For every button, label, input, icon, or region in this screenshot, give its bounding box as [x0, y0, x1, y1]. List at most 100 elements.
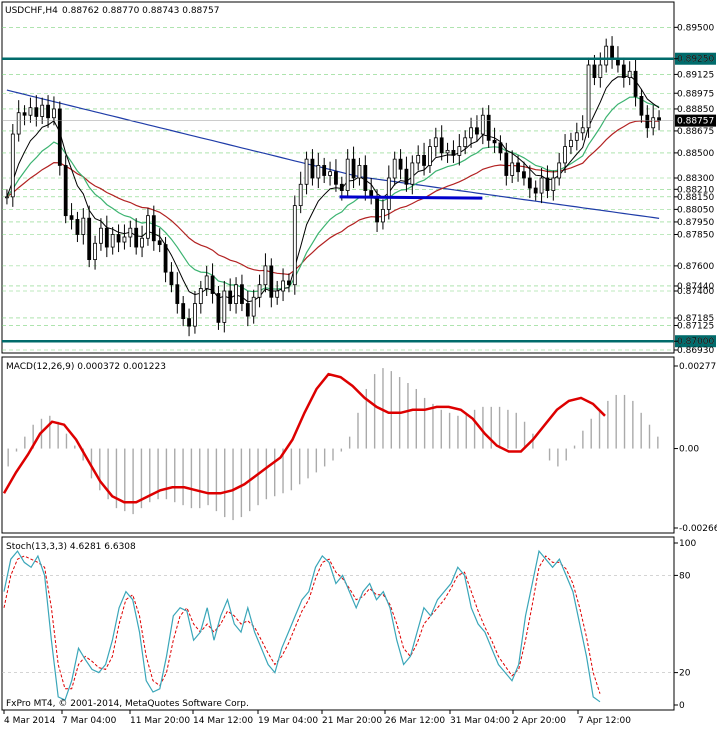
candle-body [87, 217, 92, 261]
price-tick-label: 0.88500 [677, 149, 714, 159]
macd-tick-label: -0.002666 [679, 524, 717, 534]
stoch-tick-label: 100 [679, 539, 696, 549]
x-tick-label: 26 Mar 12:00 [385, 716, 445, 726]
candle-body [357, 165, 362, 179]
candle-body [52, 108, 56, 119]
candle-body [187, 318, 191, 327]
candle-body [28, 107, 33, 116]
candle-body [140, 237, 144, 248]
candle-body [533, 187, 538, 194]
candle-body [498, 142, 503, 154]
candle-body [574, 132, 579, 141]
candle-body [163, 244, 168, 273]
candle-body [134, 227, 139, 248]
candle-body [198, 288, 203, 304]
candle-body [298, 183, 303, 207]
candle-body [34, 107, 39, 117]
candle-body [428, 146, 432, 166]
price-tick-label: 0.87125 [677, 322, 714, 332]
ma-green-line [6, 96, 660, 293]
candle-body [5, 196, 9, 199]
x-tick-label: 14 Mar 12:00 [193, 716, 253, 726]
stoch-main-line [3, 549, 601, 703]
price-tick-label: 0.89500 [677, 23, 714, 33]
candle-body [63, 165, 68, 217]
candle-body [251, 296, 256, 317]
candle-body [563, 146, 567, 164]
candle-body [475, 127, 479, 135]
macd-tick-label: 0.002771 [679, 362, 717, 372]
candle-body [598, 64, 603, 78]
candle-body [228, 290, 233, 304]
candle-body [57, 108, 62, 166]
candle-body [240, 284, 244, 304]
candle-body [580, 127, 585, 134]
price-tick-label: 0.87400 [677, 287, 714, 297]
price-tick-label: 0.87440 [677, 282, 714, 292]
price-pane [1, 1, 675, 354]
candle-body [40, 104, 45, 117]
stoch-tick-label: 0 [679, 701, 685, 711]
macd-signal-line [2, 372, 606, 504]
candle-body [551, 177, 556, 191]
candle-body [93, 242, 97, 261]
candle-body [234, 284, 238, 304]
candle-body [222, 290, 227, 323]
x-tick-label: 19 Mar 04:00 [258, 716, 318, 726]
x-tick-label: 2 Apr 20:00 [513, 716, 566, 726]
candle-body [151, 215, 156, 242]
candle-body [210, 275, 215, 294]
candle-body [633, 70, 638, 97]
candle-body [639, 95, 644, 116]
candle-body [204, 275, 209, 289]
levels: 0.89250 0.87000 [2, 52, 716, 348]
candle-body [181, 303, 186, 320]
candle-body [328, 171, 332, 176]
candle-body [281, 280, 285, 292]
candle-body [269, 265, 274, 298]
candle-body [422, 155, 426, 166]
candle-body [310, 158, 315, 179]
current-price-tag [675, 114, 716, 127]
stoch-tick-label: 80 [679, 571, 691, 581]
candle-body [275, 290, 280, 298]
candle-body [486, 114, 491, 141]
candle-body [381, 208, 385, 223]
level-price-label: 0.87000 [677, 337, 714, 347]
candle-body [492, 139, 497, 144]
ma-blue-line [6, 89, 660, 219]
candle-body [569, 139, 573, 148]
candle-body [451, 149, 456, 156]
candle-body [516, 162, 520, 173]
current-price-label: 0.88757 [677, 117, 714, 127]
macd-pane [1, 356, 675, 534]
series-layer [2, 75, 660, 703]
candle-body [304, 158, 309, 185]
candle-body [445, 149, 450, 154]
level-price-tag [675, 335, 716, 348]
candle-body [128, 227, 133, 238]
candle-body [292, 205, 297, 286]
candle-body [175, 284, 180, 304]
candle-body [469, 127, 473, 139]
candle-body [416, 155, 421, 164]
candle-body [651, 117, 656, 129]
x-tick-label: 21 Mar 20:00 [322, 716, 382, 726]
price-tick-label: 0.87185 [677, 314, 714, 324]
candle-body [545, 177, 550, 191]
candle-body [510, 162, 515, 176]
candle-body [116, 234, 121, 243]
stoch-label: Stoch(13,3,3) 4.6281 6.6308 [6, 542, 136, 552]
candle-body [621, 64, 626, 78]
candle-body [169, 271, 174, 286]
candle-body [322, 165, 327, 176]
candle-body [216, 293, 221, 323]
candle-body [439, 137, 444, 154]
price-tick-label: 0.87950 [677, 218, 714, 228]
candle-body [81, 217, 86, 235]
footer-copyright: FxPro MT4, © 2001-2014, MetaQuotes Softw… [6, 699, 249, 709]
candle-body [586, 64, 591, 129]
candle-body [539, 177, 544, 194]
macd-tick-label: 0.00 [679, 445, 699, 455]
